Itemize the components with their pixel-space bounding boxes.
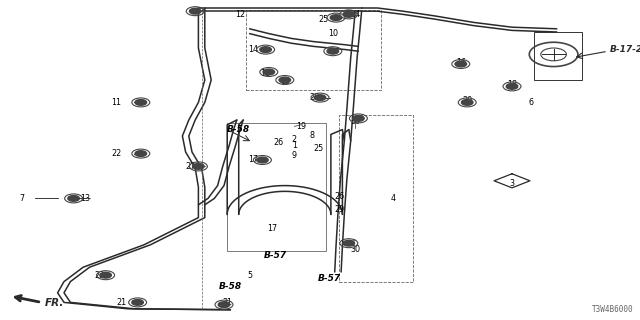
Text: 17: 17 [248, 156, 258, 164]
Circle shape [189, 8, 201, 14]
Text: 15: 15 [280, 77, 290, 86]
Circle shape [68, 196, 79, 201]
Text: 16: 16 [456, 58, 466, 67]
Bar [339, 115, 413, 282]
Circle shape [263, 69, 275, 75]
Circle shape [132, 300, 143, 305]
Circle shape [135, 151, 147, 156]
Text: 18: 18 [260, 69, 271, 78]
Text: B-57: B-57 [264, 252, 287, 260]
Text: 25: 25 [314, 144, 324, 153]
Bar [227, 123, 326, 251]
Text: 31: 31 [222, 298, 232, 307]
Circle shape [279, 77, 291, 83]
Text: 9: 9 [292, 151, 297, 160]
Text: 8: 8 [309, 132, 314, 140]
Text: 21: 21 [116, 298, 127, 307]
Bar [246, 10, 381, 90]
Text: 26: 26 [334, 192, 344, 201]
Text: B-17-20: B-17-20 [610, 45, 640, 54]
Text: 30: 30 [350, 117, 360, 126]
Circle shape [506, 84, 518, 89]
Circle shape [135, 100, 147, 105]
Text: 2: 2 [292, 135, 297, 144]
Text: T3W4B6000: T3W4B6000 [592, 305, 634, 314]
Text: 20: 20 [462, 96, 472, 105]
Text: 1: 1 [292, 141, 297, 150]
Circle shape [330, 15, 342, 20]
Circle shape [353, 116, 364, 121]
Text: 23: 23 [94, 271, 104, 280]
Circle shape [260, 47, 271, 52]
Circle shape [100, 272, 111, 278]
Circle shape [343, 12, 355, 17]
Text: 26: 26 [273, 138, 284, 147]
Text: 10: 10 [328, 29, 338, 38]
Text: FR.: FR. [45, 298, 64, 308]
Text: 30: 30 [350, 245, 360, 254]
Text: 12: 12 [235, 10, 245, 19]
Text: 13: 13 [80, 194, 90, 203]
Text: B-58: B-58 [219, 282, 242, 291]
Text: 3: 3 [509, 180, 515, 188]
Text: 4: 4 [390, 194, 396, 203]
Text: 29: 29 [334, 205, 344, 214]
Text: 5: 5 [247, 271, 252, 280]
Text: 25: 25 [318, 15, 328, 24]
Text: 18: 18 [507, 80, 517, 89]
Circle shape [193, 164, 204, 169]
Circle shape [461, 100, 473, 105]
Text: 19: 19 [296, 122, 306, 131]
Circle shape [218, 302, 230, 308]
Text: 14: 14 [248, 45, 258, 54]
Text: 28: 28 [310, 93, 320, 102]
Circle shape [314, 95, 326, 100]
Circle shape [257, 157, 268, 163]
Text: 24: 24 [350, 10, 360, 19]
Circle shape [455, 61, 467, 67]
Circle shape [327, 48, 339, 54]
Text: 11: 11 [111, 98, 122, 107]
Text: B-57: B-57 [318, 274, 341, 283]
Text: 27: 27 [185, 162, 195, 171]
Text: 17: 17 [267, 224, 277, 233]
Bar [534, 32, 582, 80]
Text: B-58: B-58 [227, 125, 250, 134]
Circle shape [343, 240, 355, 246]
Text: 22: 22 [111, 149, 122, 158]
Text: 7: 7 [19, 194, 24, 203]
Text: 6: 6 [529, 98, 534, 107]
